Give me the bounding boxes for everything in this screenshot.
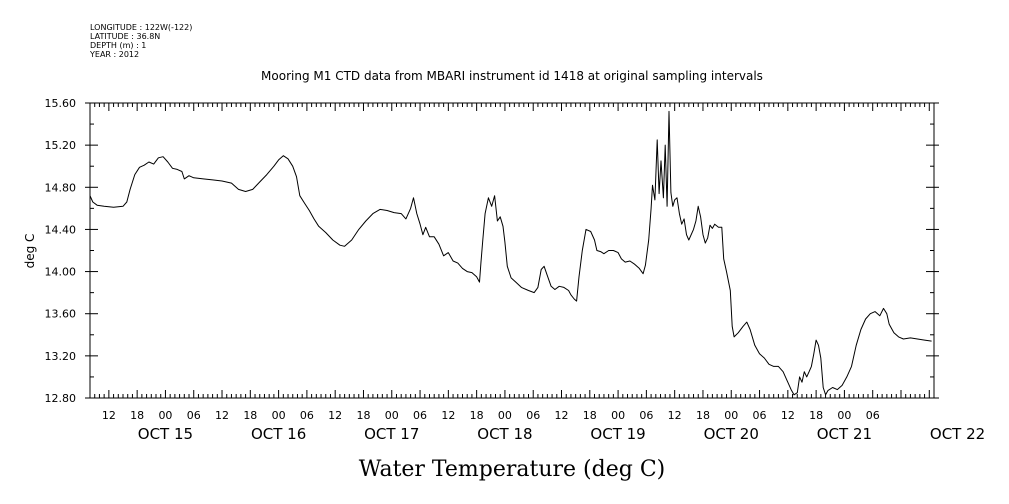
x-hour-label: 06 [187, 409, 201, 422]
x-day-label: OCT 20 [704, 425, 759, 443]
x-hour-label: 00 [272, 409, 286, 422]
latitude-label: LATITUDE : 36.8N [90, 32, 160, 41]
y-tick-label: 12.80 [45, 392, 77, 405]
x-hour-label: 18 [243, 409, 257, 422]
depth-label: DEPTH (m) : 1 [90, 41, 146, 50]
y-axis: 12.80 13.20 13.60 14.00 14.40 14.80 15.20 15.60 [45, 97, 939, 405]
x-hour-label: 00 [498, 409, 512, 422]
water-temperature-line [89, 110, 932, 396]
y-tick-label: 15.20 [45, 139, 77, 152]
x-day-label: OCT 19 [590, 425, 645, 443]
x-hour-label: 18 [130, 409, 144, 422]
x-hour-label: 12 [781, 409, 795, 422]
x-hour-label: 12 [441, 409, 455, 422]
x-hour-label: 18 [809, 409, 823, 422]
x-axis: 12 18 00 06 12 18 00 06 12 18 00 06 12 18 00 06 12 18 00 06… [89, 103, 985, 443]
x-hour-label: 00 [385, 409, 399, 422]
x-hour-label: 00 [611, 409, 625, 422]
x-day-label: OCT 15 [138, 425, 193, 443]
plot-frame [89, 102, 935, 399]
x-hour-label: 12 [102, 409, 116, 422]
longitude-label: LONGITUDE : 122W(-122) [90, 23, 192, 32]
y-tick-label: 13.60 [45, 308, 77, 321]
x-hour-label: 00 [837, 409, 851, 422]
y-tick-label: 14.80 [45, 181, 77, 194]
x-day-label: OCT 16 [251, 425, 306, 443]
x-day-label: OCT 21 [817, 425, 872, 443]
y-tick-label: 14.00 [45, 266, 77, 279]
x-hour-label: 06 [413, 409, 427, 422]
x-hour-label: 06 [300, 409, 314, 422]
x-hour-label: 00 [158, 409, 172, 422]
y-axis-label: deg C [23, 234, 37, 269]
x-hour-label: 06 [866, 409, 880, 422]
chart-title: Mooring M1 CTD data from MBARI instrumen… [261, 69, 763, 83]
y-tick-label: 13.20 [45, 350, 77, 363]
x-hour-label: 18 [470, 409, 484, 422]
x-day-label: OCT 22 [930, 425, 985, 443]
x-hour-label: 18 [356, 409, 370, 422]
x-day-label: OCT 18 [477, 425, 532, 443]
x-hour-label: 06 [639, 409, 653, 422]
year-label: YEAR : 2012 [89, 50, 139, 59]
series-group [89, 110, 932, 396]
x-hour-label: 12 [668, 409, 682, 422]
x-hour-label: 12 [328, 409, 342, 422]
x-axis-label: Water Temperature (deg C) [359, 457, 666, 482]
x-hour-label: 12 [555, 409, 569, 422]
x-hour-label: 06 [526, 409, 540, 422]
y-tick-label: 15.60 [45, 97, 77, 110]
x-hour-label: 18 [583, 409, 597, 422]
y-tick-label: 14.40 [45, 223, 77, 236]
x-hour-label: 00 [724, 409, 738, 422]
x-day-label: OCT 17 [364, 425, 419, 443]
x-hour-label: 12 [215, 409, 229, 422]
x-hour-label: 06 [753, 409, 767, 422]
x-hour-label: 18 [696, 409, 710, 422]
